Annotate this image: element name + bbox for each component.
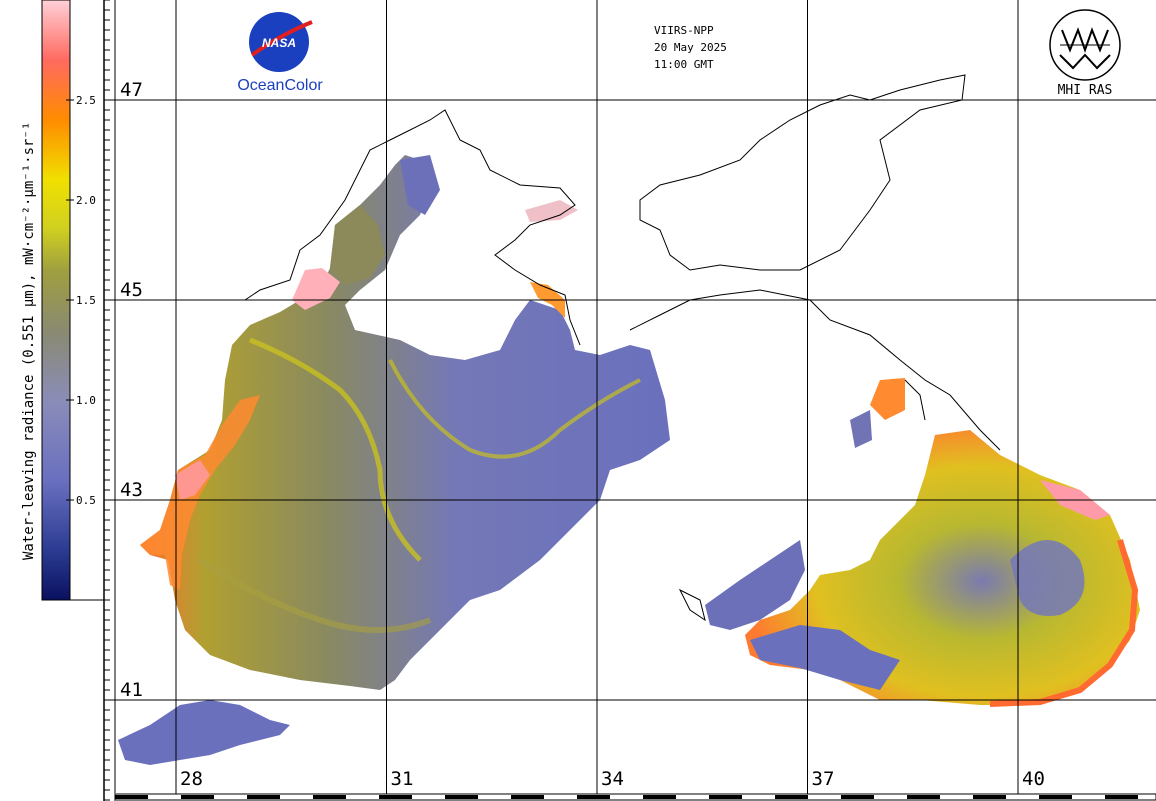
sea-east-blue-swirl (1010, 540, 1085, 616)
sea-marmara (118, 700, 290, 765)
nasa-logo: NASA OceanColor (237, 12, 323, 94)
colorbar-tick-label: 1.0 (76, 394, 96, 407)
longitude-label: 31 (391, 768, 414, 790)
sea-azov-orange (870, 378, 905, 420)
sea-odessa-gulf (400, 155, 440, 215)
colorbar-gradient (41, 0, 71, 601)
sea-karkinit (525, 200, 578, 222)
date-label: 20 May 2025 (654, 41, 727, 54)
sea-yellow-streak-2 (388, 359, 641, 459)
nasa-meatball-icon (249, 12, 309, 72)
sea-west-coastal (140, 395, 260, 590)
colorbar-tick-label: 0.5 (76, 494, 96, 507)
oceancolor-label: OceanColor (237, 77, 323, 94)
sea-south-central (705, 540, 805, 630)
sea-west-basin (140, 155, 670, 690)
latitude-label: 43 (120, 479, 143, 501)
longitude-label: 28 (180, 768, 203, 790)
latitude-label: 47 (120, 79, 143, 101)
longitude-label: 40 (1022, 768, 1045, 790)
svg-text:NASA: NASA (262, 36, 296, 50)
sensor-label: VIIRS-NPP (654, 24, 714, 37)
mhi-label: MHI RAS (1058, 83, 1113, 98)
time-label: 11:00 GMT (654, 58, 714, 71)
sea-east-orange-coast (989, 539, 1139, 707)
latitude-label: 41 (120, 679, 143, 701)
sea-azov-blue (850, 410, 872, 448)
longitude-label: 34 (601, 768, 624, 790)
sea-east-blue-south (750, 625, 900, 690)
sea-west-pink (175, 460, 210, 500)
colorbar-title: Water-leaving radiance (0.551 µm), mW·cm… (21, 122, 37, 560)
graticule (104, 0, 1156, 794)
acquisition-info: VIIRS-NPP 20 May 2025 11:00 GMT (654, 24, 727, 71)
colorbar-tick-label: 2.0 (76, 194, 96, 207)
colorbar: 0.5 1.0 1.5 2.0 2.5 Water-leaving radiance (… (21, 0, 104, 601)
colorbar-tick-label: 2.5 (76, 94, 96, 107)
sea-area (118, 155, 1140, 765)
scale-bar (104, 0, 1156, 801)
sea-yellow-streak-1 (249, 337, 422, 562)
colorbar-tick-label: 1.5 (76, 294, 96, 307)
longitude-label: 37 (812, 768, 835, 790)
mhi-logo: MHI RAS (1049, 9, 1121, 98)
sea-nw-shelf (330, 205, 385, 285)
latitude-label: 45 (120, 279, 143, 301)
sea-yellow-streak-3 (198, 557, 432, 633)
